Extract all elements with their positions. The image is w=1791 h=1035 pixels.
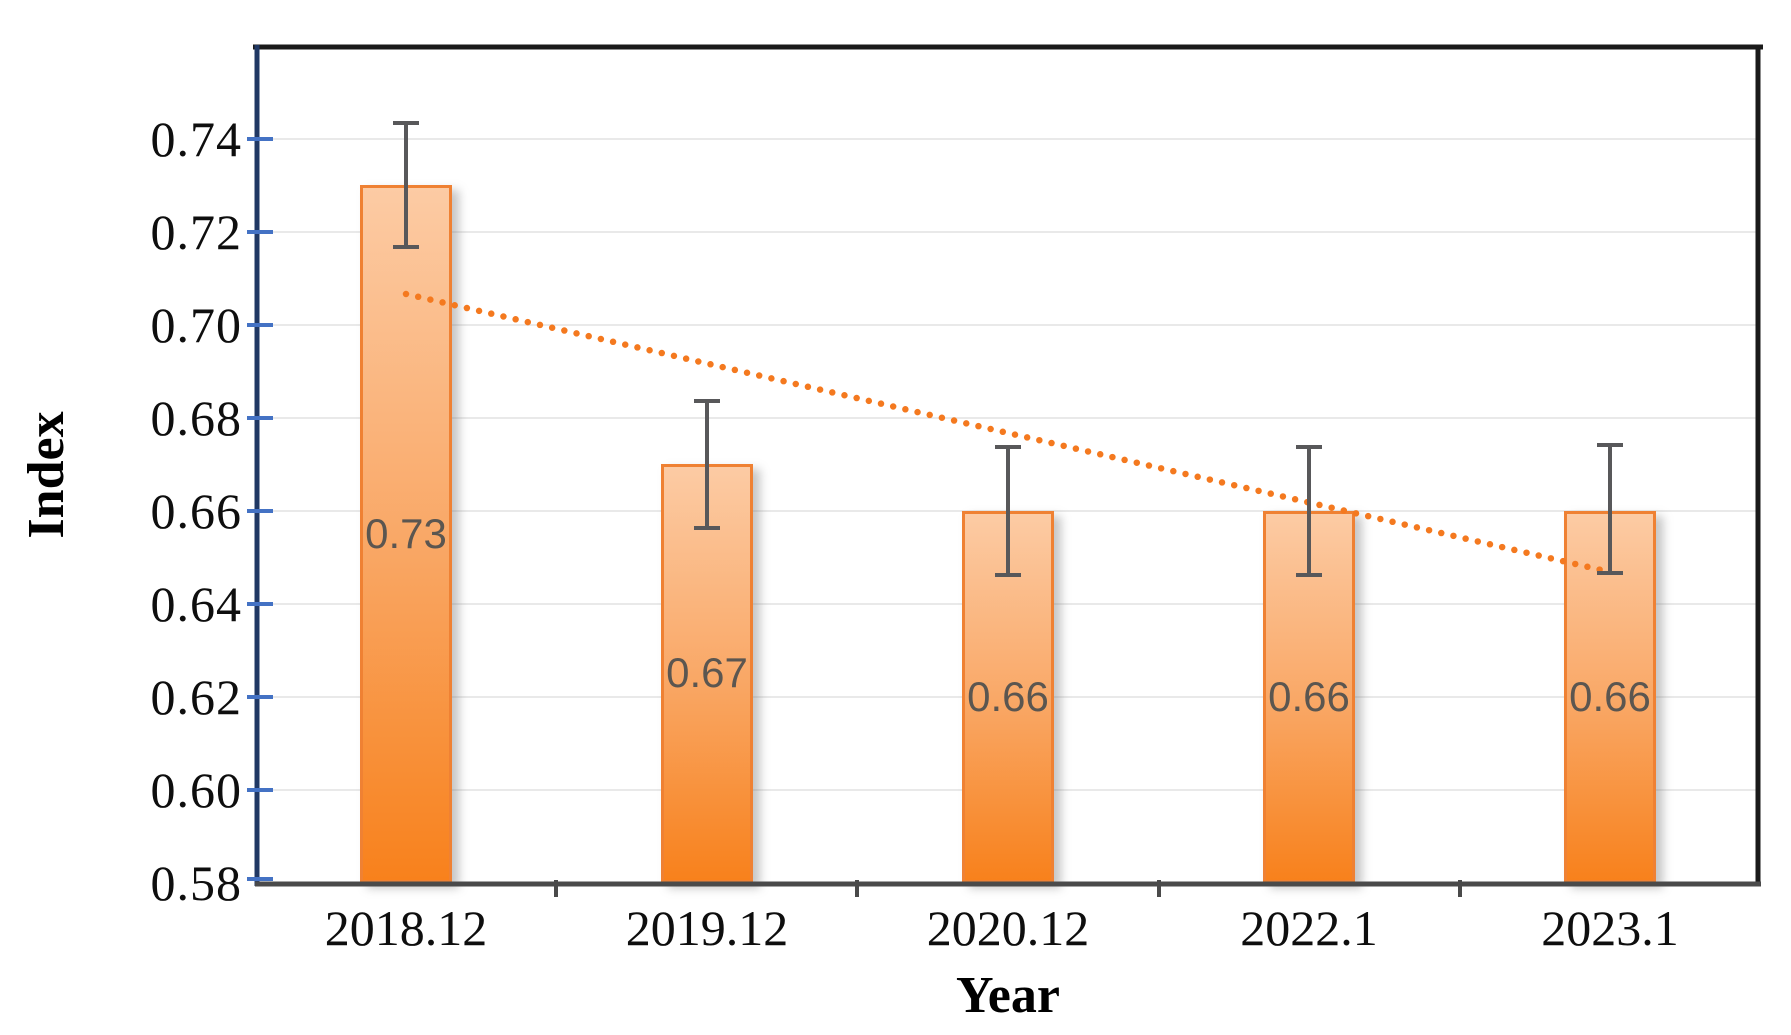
y-tick-label: 0.72 bbox=[150, 204, 242, 260]
error-bar-2022-1 bbox=[1296, 445, 1322, 577]
y-tick-label: 0.62 bbox=[150, 669, 242, 725]
bar-value-label: 0.73 bbox=[365, 510, 447, 557]
bar-2019-12 bbox=[661, 464, 753, 883]
y-tick-label: 0.58 bbox=[150, 855, 242, 911]
y-tick-label: 0.66 bbox=[150, 483, 242, 539]
x-tick-label: 2020.12 bbox=[926, 900, 1090, 956]
x-tick-label: 2022.1 bbox=[1240, 900, 1378, 956]
bar-value-label: 0.67 bbox=[666, 649, 748, 696]
error-bar-2019-12 bbox=[694, 399, 720, 530]
bar-value-label: 0.66 bbox=[1268, 673, 1350, 720]
error-bar-2018-12 bbox=[393, 121, 419, 249]
bar-value-label: 0.66 bbox=[967, 673, 1049, 720]
x-tick-label: 2019.12 bbox=[625, 900, 789, 956]
y-axis-ticks bbox=[247, 137, 273, 881]
error-bar-2020-12 bbox=[995, 445, 1021, 577]
bar-2022-1 bbox=[1263, 511, 1355, 883]
error-bar-2023-1 bbox=[1597, 443, 1623, 575]
y-axis-title: Index bbox=[18, 411, 75, 539]
y-tick-label: 0.68 bbox=[150, 390, 242, 446]
y-tick-label: 0.74 bbox=[150, 111, 242, 167]
y-tick-label: 0.64 bbox=[150, 576, 242, 632]
x-axis-title: Year bbox=[956, 967, 1060, 1024]
x-tick-label: 2023.1 bbox=[1541, 900, 1679, 956]
bar-value-label: 0.66 bbox=[1569, 673, 1651, 720]
y-tick-label: 0.70 bbox=[150, 297, 242, 353]
y-tick-label: 0.60 bbox=[150, 762, 242, 818]
x-axis-ticks bbox=[554, 880, 1462, 897]
x-tick-label: 2018.12 bbox=[324, 900, 488, 956]
